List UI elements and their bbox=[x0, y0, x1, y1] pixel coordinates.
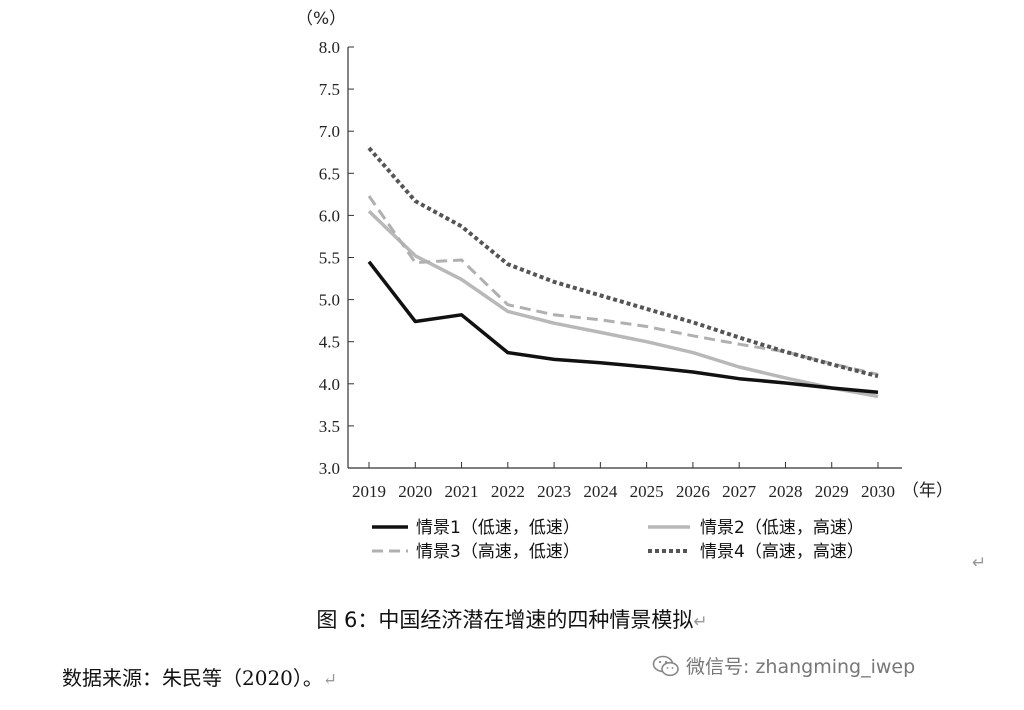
y-tick-label: 3.5 bbox=[319, 417, 340, 436]
source-note-text: 数据来源：朱民等（2020）。 bbox=[62, 666, 323, 690]
x-tick-label: 2025 bbox=[630, 482, 664, 501]
source-return-mark: ↵ bbox=[322, 670, 338, 690]
y-tick-label: 6.0 bbox=[319, 206, 340, 225]
y-axis-unit-label: （%） bbox=[296, 9, 346, 29]
series-line-1 bbox=[367, 260, 879, 394]
caption-return-mark: ↵ bbox=[693, 612, 708, 632]
wechat-icon bbox=[652, 655, 679, 676]
y-tick-label: 4.5 bbox=[319, 333, 340, 352]
y-tick-label: 3.0 bbox=[319, 459, 340, 478]
axes bbox=[347, 47, 902, 469]
series-lines bbox=[367, 146, 879, 399]
legend-item-2: 情景2（低速，高速） bbox=[648, 518, 864, 538]
legend-label-1: 情景1（低速，低速） bbox=[416, 518, 580, 538]
x-tick-label: 2020 bbox=[398, 482, 432, 501]
y-tick-label: 8.0 bbox=[319, 38, 340, 57]
y-tick-label: 7.0 bbox=[319, 122, 340, 141]
legend-item-4: 情景4（高速，高速） bbox=[648, 542, 864, 562]
x-axis-unit-label: （年） bbox=[902, 481, 953, 501]
chart: （%） 3.0 3.5 4.0 4.5 5.0 5.5 6.0 6.5 7.0 7.5 8.0 20… bbox=[296, 9, 953, 562]
legend: 情景1（低速，低速） 情景2（低速，高速） 情景3（高速，低速） 情景4（高速，… bbox=[372, 518, 864, 562]
x-tick-label: 2024 bbox=[583, 482, 618, 501]
legend-item-1: 情景1（低速，低速） bbox=[372, 518, 580, 538]
figure-caption-text: 图 6：中国经济潜在增速的四种情景模拟 bbox=[316, 608, 694, 632]
y-tick-label: 7.5 bbox=[319, 80, 340, 99]
y-axis-ticks: 3.0 3.5 4.0 4.5 5.0 5.5 6.0 6.5 7.0 7.5 8.0 bbox=[319, 38, 354, 478]
y-tick-label: 4.0 bbox=[319, 375, 340, 394]
legend-label-3: 情景3（高速，低速） bbox=[416, 542, 580, 562]
x-tick-label: 2030 bbox=[861, 482, 895, 501]
series-line-2 bbox=[367, 209, 879, 399]
legend-label-4: 情景4（高速，高速） bbox=[700, 542, 864, 562]
x-tick-label: 2028 bbox=[768, 482, 802, 501]
x-tick-label: 2019 bbox=[352, 482, 386, 501]
y-tick-label: 5.5 bbox=[319, 249, 340, 268]
watermark: 微信号: zhangming_iwep bbox=[652, 652, 915, 679]
watermark-text: 微信号: zhangming_iwep bbox=[686, 656, 916, 678]
y-tick-label: 5.0 bbox=[319, 291, 340, 310]
x-tick-label: 2026 bbox=[676, 482, 710, 501]
x-tick-label: 2029 bbox=[815, 482, 849, 501]
series-line-4 bbox=[367, 146, 879, 379]
return-mark: ↵ bbox=[972, 553, 987, 573]
x-tick-label: 2023 bbox=[537, 482, 571, 501]
x-tick-label: 2027 bbox=[722, 482, 757, 501]
legend-label-2: 情景2（低速，高速） bbox=[700, 518, 864, 538]
legend-item-3: 情景3（高速，低速） bbox=[372, 542, 580, 562]
y-tick-label: 6.5 bbox=[319, 164, 340, 183]
x-tick-label: 2022 bbox=[491, 482, 525, 501]
x-axis-ticks: 2019 2020 2021 2022 2023 2024 2025 2026 2027 2028… bbox=[352, 462, 895, 501]
x-tick-label: 2021 bbox=[445, 482, 479, 501]
source-note: 数据来源：朱民等（2020）。↵ bbox=[62, 662, 337, 691]
figure-caption: 图 6：中国经济潜在增速的四种情景模拟↵ bbox=[0, 604, 1024, 634]
series-line-3 bbox=[367, 195, 879, 376]
